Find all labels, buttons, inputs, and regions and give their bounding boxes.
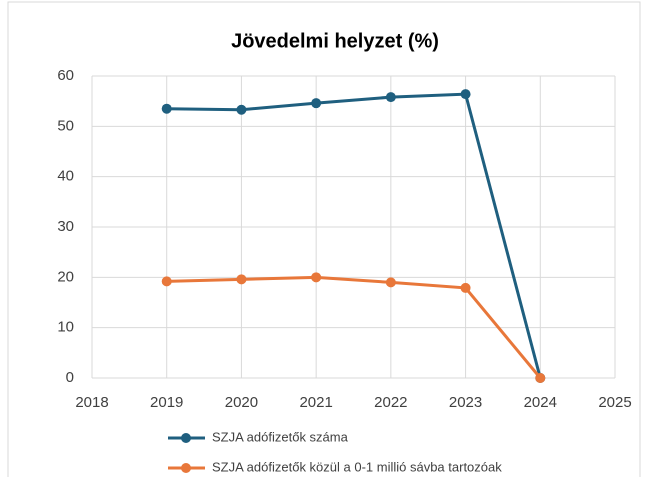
chart-border bbox=[7, 1, 641, 477]
chart-title: Jövedelmi helyzet (%) bbox=[231, 30, 439, 52]
data-point bbox=[311, 98, 322, 109]
y-tick-label: 30 bbox=[57, 218, 74, 235]
data-point bbox=[161, 103, 172, 114]
legend-label: SZJA adófizetők közül a 0-1 millió sávba… bbox=[212, 459, 502, 474]
data-point bbox=[161, 276, 172, 287]
y-tick-label: 50 bbox=[57, 117, 74, 134]
data-point bbox=[236, 274, 247, 285]
data-point bbox=[236, 104, 247, 115]
y-tick-label: 40 bbox=[57, 168, 74, 185]
x-tick-label: 2023 bbox=[449, 394, 482, 411]
legend-label: SZJA adófizetők száma bbox=[212, 429, 349, 444]
data-point bbox=[385, 92, 396, 103]
y-tick-label: 10 bbox=[57, 319, 74, 336]
data-point bbox=[460, 282, 471, 293]
series-line bbox=[166, 92, 542, 379]
x-tick-label: 2021 bbox=[299, 394, 332, 411]
legend-marker bbox=[181, 433, 191, 443]
x-tick-label: 2025 bbox=[598, 394, 631, 411]
data-point bbox=[385, 277, 396, 288]
x-tick-label: 2018 bbox=[75, 394, 108, 411]
y-tick-label: 0 bbox=[66, 369, 74, 386]
x-tick-label: 2019 bbox=[150, 394, 183, 411]
x-tick-label: 2024 bbox=[524, 394, 557, 411]
series-line bbox=[166, 275, 542, 379]
y-tick-label: 60 bbox=[57, 67, 74, 84]
data-point bbox=[311, 272, 322, 283]
y-tick-label: 20 bbox=[57, 268, 74, 285]
legend-marker bbox=[181, 463, 191, 473]
data-point bbox=[460, 89, 471, 100]
data-point bbox=[535, 373, 546, 383]
x-tick-label: 2022 bbox=[374, 394, 407, 411]
x-tick-label: 2020 bbox=[225, 394, 258, 411]
